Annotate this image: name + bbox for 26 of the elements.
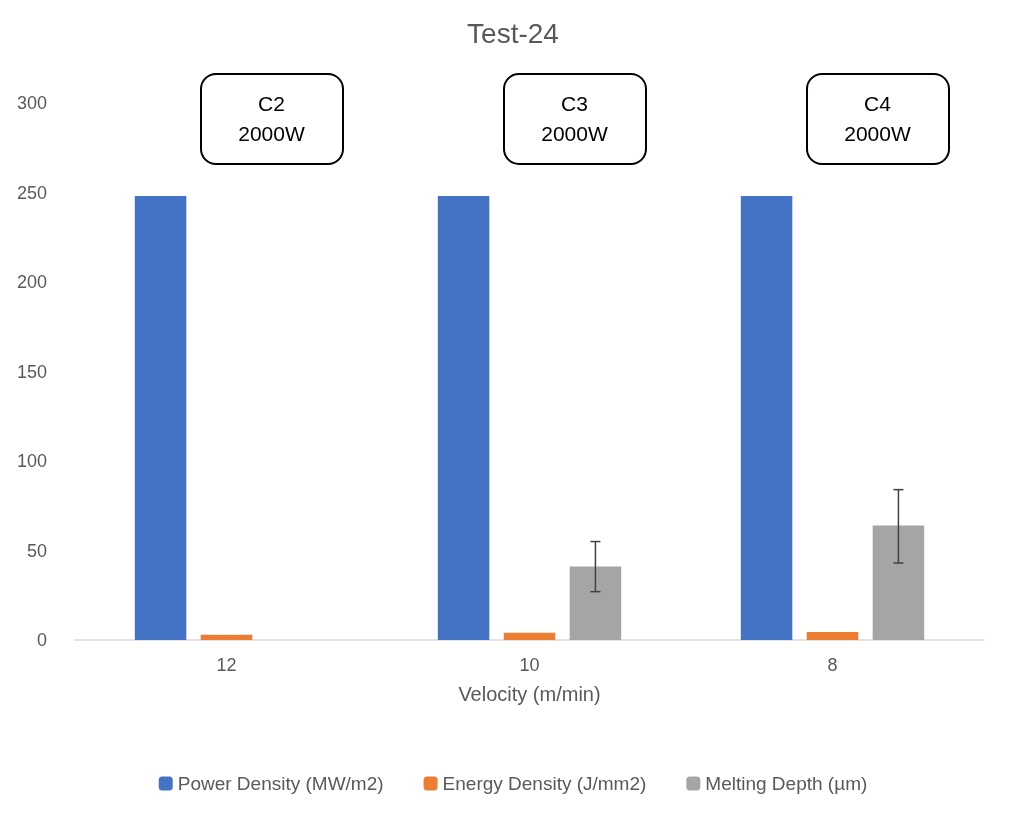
bar [503, 632, 556, 640]
y-tick-label: 300 [16, 93, 47, 113]
bar [569, 566, 622, 640]
chart-title: Test-24 [467, 17, 559, 49]
y-tick-label: 250 [16, 182, 47, 203]
y-tick-label: 0 [36, 630, 47, 650]
x-tick-label: 8 [827, 655, 838, 675]
legend-label: Power Density (MW/m2) [177, 773, 384, 794]
x-tick-label: 10 [519, 655, 540, 675]
y-tick-label: 150 [16, 361, 47, 382]
bar [806, 631, 859, 640]
x-tick-label: 12 [216, 655, 237, 675]
callout-box: C4 2000W [805, 73, 950, 165]
bar [134, 196, 187, 640]
y-tick-label: 50 [26, 540, 47, 561]
legend-label: Energy Density (J/mm2) [442, 773, 647, 794]
bar [200, 634, 253, 640]
legend-label: Melting Depth (µm) [705, 773, 868, 794]
bar [437, 196, 490, 640]
bar [740, 196, 793, 640]
x-axis-title: Velocity (m/min) [458, 683, 601, 705]
y-tick-label: 100 [16, 451, 47, 471]
callout-box: C2 2000W [199, 73, 344, 165]
callout-box: C3 2000W [502, 73, 647, 165]
y-tick-label: 200 [16, 272, 47, 292]
bar [872, 525, 925, 640]
